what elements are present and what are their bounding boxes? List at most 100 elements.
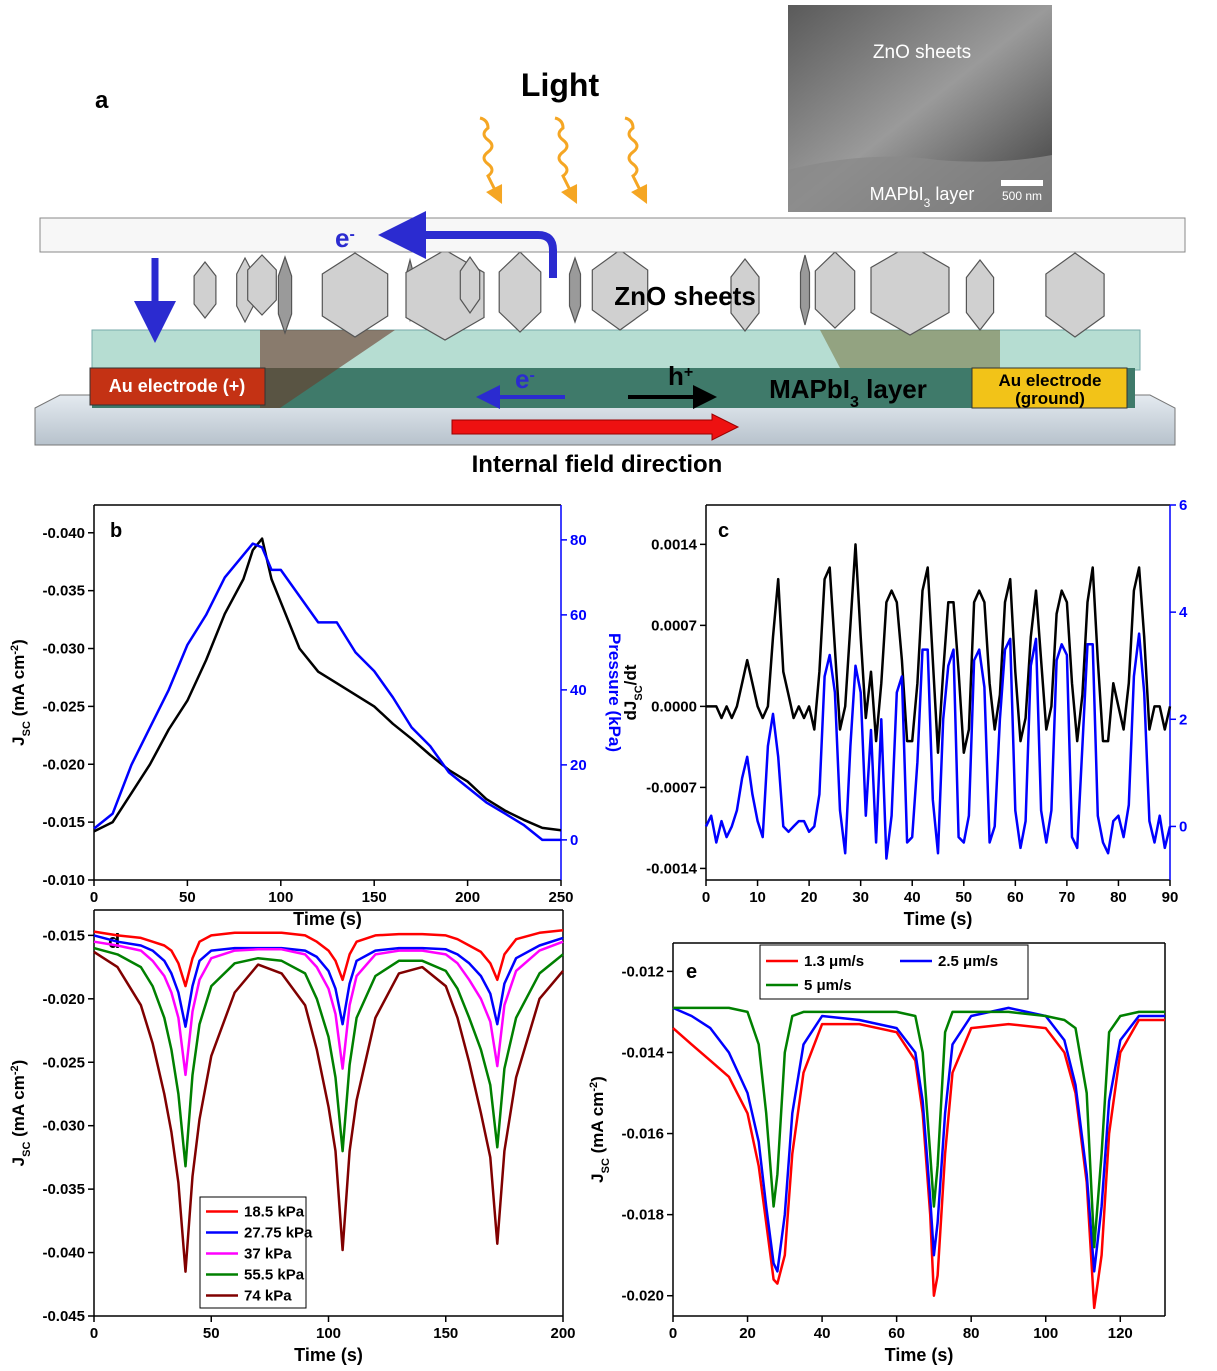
layer-text: MAPbI <box>769 374 850 404</box>
y2-tick-label: 20 <box>570 757 587 774</box>
y-label-part: (mA cm <box>9 1075 28 1141</box>
x-tick-label: 70 <box>1059 889 1076 906</box>
y-tick-label: 0.0000 <box>651 698 697 715</box>
y-label-part: ) <box>9 639 28 645</box>
x-tick-label: 90 <box>1162 889 1179 906</box>
layer-label: MAPbI3 layer <box>769 374 927 411</box>
y-label-part: /dt <box>621 664 640 685</box>
field-label: Internal field direction <box>472 451 723 478</box>
y-label-part: -2 <box>9 645 21 655</box>
y-tick-label: -0.012 <box>621 963 664 980</box>
x-tick-label: 0 <box>702 889 710 906</box>
e-text: - <box>529 367 534 384</box>
x-tick-label: 150 <box>362 889 387 906</box>
electrode-label: Au electrode (+) <box>109 376 246 396</box>
panel-label: a <box>95 87 109 114</box>
panel-label: c <box>718 520 729 542</box>
y2-axis-label: Pressure (kPa) <box>605 633 624 752</box>
x-tick-label: 80 <box>963 1325 980 1342</box>
y-tick-label: -0.018 <box>621 1207 664 1224</box>
inset-text: 3 <box>924 196 931 210</box>
y-axis-label: JSC (mA cm-2) <box>9 1060 33 1167</box>
y-tick-label: 0.0014 <box>651 536 698 553</box>
legend-label: 5 μm/s <box>804 977 852 994</box>
legend-label: 55.5 kPa <box>244 1267 305 1284</box>
x-tick-label: 120 <box>1108 1325 1133 1342</box>
x-tick-label: 0 <box>90 889 98 906</box>
zno-sheets <box>193 244 1105 341</box>
y-tick-label: -0.016 <box>621 1126 664 1143</box>
x-axis-label: Time (s) <box>885 1345 954 1365</box>
electron-label: e- <box>335 223 355 253</box>
inset-text: MAPbI <box>870 184 924 204</box>
y-label-part: SC <box>633 685 645 700</box>
zno-sheet <box>730 258 760 332</box>
h-text: + <box>684 364 693 381</box>
perovskite-layer <box>92 368 1135 408</box>
layer-text: layer <box>859 374 927 404</box>
y-tick-label: -0.020 <box>621 1288 664 1305</box>
y-tick-label: -0.040 <box>42 1245 85 1262</box>
y-label-part: dJ <box>621 701 640 721</box>
e-text: e <box>515 364 529 394</box>
y-label-part: SC <box>600 1158 612 1173</box>
layer-text: 3 <box>850 394 859 411</box>
x-tick-label: 200 <box>550 1325 575 1342</box>
sem-layer <box>788 155 1052 212</box>
x-tick-label: 250 <box>548 889 573 906</box>
y-axis-label: JSC (mA cm-2) <box>588 1076 612 1183</box>
x-tick-label: 0 <box>669 1325 677 1342</box>
x-tick-label: 40 <box>904 889 921 906</box>
panel-label: b <box>110 520 122 542</box>
y-axis-label: dJSC/dt <box>621 664 645 720</box>
legend-box <box>759 944 1029 1000</box>
series-line <box>93 946 564 1168</box>
electrode-right <box>971 367 1128 409</box>
legend-label: 37 kPa <box>244 1246 292 1263</box>
series-line <box>706 543 1172 754</box>
x-axis-label: Time (s) <box>904 909 973 929</box>
y-tick-label: -0.020 <box>42 756 85 773</box>
sheets-label: ZnO sheets <box>614 281 756 311</box>
y2-tick-label: 2 <box>1179 711 1187 728</box>
zno-sheet <box>1045 252 1105 338</box>
y-label-part: ) <box>588 1076 607 1082</box>
y2-tick-label: 6 <box>1179 497 1187 514</box>
series-line <box>673 1006 1165 1249</box>
x-tick-label: 0 <box>90 1325 98 1342</box>
x-tick-label: 60 <box>888 1325 905 1342</box>
y2-tick-label: 0 <box>1179 818 1187 835</box>
x-tick-label: 30 <box>852 889 869 906</box>
y-tick-label: -0.025 <box>42 1054 85 1071</box>
device-diagram: a Light ZnO sheets MAPbI3 layer 500 nm A… <box>34 5 1186 478</box>
y-label-part: SC <box>21 1142 33 1157</box>
electrode-left <box>89 367 266 406</box>
zno-sheet <box>568 256 582 324</box>
y2-tick-label: 60 <box>570 607 587 624</box>
y-tick-label: -0.0014 <box>646 860 698 877</box>
e-text: - <box>349 226 354 243</box>
series-line <box>93 542 561 842</box>
x-tick-label: 100 <box>316 1325 341 1342</box>
legend-label: 27.75 kPa <box>244 1225 313 1242</box>
y-tick-label: -0.035 <box>42 1181 85 1198</box>
y2-tick-label: 40 <box>570 682 587 699</box>
x-axis-label: Time (s) <box>293 909 362 929</box>
e-text: e <box>335 223 349 253</box>
y-tick-label: -0.025 <box>42 698 85 715</box>
y-label-part: (mA cm <box>588 1092 607 1158</box>
y-label-part: -2 <box>9 1065 21 1075</box>
light-label: Light <box>521 67 600 103</box>
y-tick-label: -0.030 <box>42 641 85 658</box>
y-tick-label: -0.035 <box>42 583 85 600</box>
x-tick-label: 50 <box>179 889 196 906</box>
y-tick-label: -0.010 <box>42 872 85 889</box>
zno-sheet <box>247 254 277 316</box>
top-slab <box>39 217 1186 253</box>
legend-label: 1.3 μm/s <box>804 953 864 970</box>
y-tick-label: -0.045 <box>42 1308 85 1325</box>
zno-sheet <box>814 251 856 329</box>
x-tick-label: 80 <box>1110 889 1127 906</box>
series-line <box>672 1006 1165 1273</box>
